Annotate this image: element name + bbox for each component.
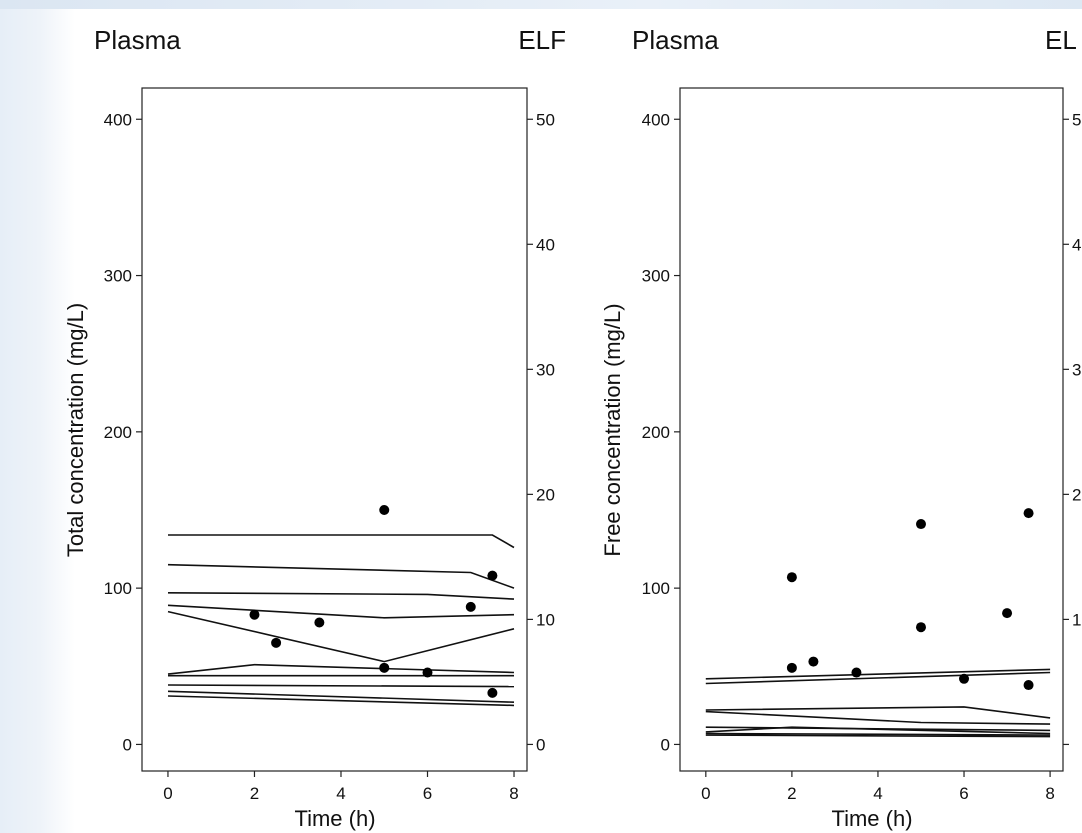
panel-2-data-point (915, 519, 926, 530)
panel-1-right-tick-label: 30 (536, 360, 555, 379)
panel-1-series-line-8 (167, 684, 515, 688)
panel-2-x-tick-label: 2 (787, 784, 796, 803)
panel-1-y-tick-label: 100 (104, 579, 132, 598)
panel-1-header-left: Plasma (94, 25, 181, 55)
panel-1-data-point (314, 617, 325, 628)
panel-1-x-tick-label: 0 (163, 784, 172, 803)
panel-1-right-tick-label: 20 (536, 485, 555, 504)
panel-2-x-tick-label: 4 (873, 784, 882, 803)
panel-2-x-tick-label: 6 (959, 784, 968, 803)
panel-2-y-tick-label: 100 (642, 579, 670, 598)
panel-2-header-left: Plasma (632, 25, 719, 55)
panel-1-data-point (422, 667, 433, 678)
panel-1-data-point (487, 570, 498, 581)
panel-1-series-line-6 (167, 663, 515, 675)
panel-2-data-point (786, 572, 797, 583)
panel-2-data-point (851, 667, 862, 678)
panel-2-series-line-7 (705, 732, 1051, 736)
panel-1-x-tick-label: 8 (509, 784, 518, 803)
panel-2-data-point (1002, 608, 1013, 619)
panel-2-x-tick-label: 8 (1045, 784, 1054, 803)
panel-2-y-tick-label: 0 (661, 735, 670, 754)
panel-1-data-point (379, 504, 390, 515)
panel-2-x-axis-label: Time (h) (831, 806, 912, 831)
panel-2-y-axis-label: Free concentration (mg/L) (600, 303, 625, 556)
panel-1-y-tick-label: 300 (104, 267, 132, 286)
top-band (0, 0, 1082, 9)
panel-2-header-right: EL (1045, 25, 1077, 55)
panel-1-data-point (249, 609, 260, 620)
panel-2-series-line-2 (705, 671, 1051, 685)
panel-1-series-line-4 (167, 604, 515, 619)
panel-1-right-tick-label: 40 (536, 235, 555, 254)
panel-2-right-tick-label: 3 (1072, 360, 1081, 379)
panel-1-data-point (465, 601, 476, 612)
panel-2-series-line-6 (705, 726, 1051, 735)
panel-1-y-axis-label: Total concentration (mg/L) (63, 303, 88, 557)
panel-2-data-point (786, 662, 797, 673)
panel-1-x-tick-label: 4 (336, 784, 345, 803)
panel-1-series-line-9 (167, 690, 515, 703)
panel-1-series-line-1 (168, 534, 515, 549)
panel-1-plot-frame (141, 87, 528, 772)
panel-2-y-tick-label: 200 (642, 423, 670, 442)
panel-1-right-tick-label: 50 (536, 110, 555, 129)
panel-1-data-point (487, 687, 498, 698)
panel-1-series-line-3 (167, 592, 515, 600)
panel-2-right-tick-label: 2 (1072, 485, 1081, 504)
panel-1-header-right: ELF (518, 25, 566, 55)
panel-1-data-point (379, 662, 390, 673)
panel-1-series-line-5 (167, 610, 515, 663)
panel-2-data-point (915, 622, 926, 633)
panel-2-x-tick-label: 0 (701, 784, 710, 803)
panel-2-series-line-3 (705, 706, 1051, 719)
panel-2-series-line-1 (705, 668, 1051, 680)
panel-1-x-tick-label: 6 (423, 784, 432, 803)
panel-2-right-tick-label: 5 (1072, 110, 1081, 129)
panel-1-y-tick-label: 400 (104, 110, 132, 129)
panel-2-data-point (1023, 680, 1034, 691)
panel-2-data-point (959, 673, 970, 684)
panel-2-y-tick-label: 400 (642, 110, 670, 129)
panel-1-x-tick-label: 2 (250, 784, 259, 803)
panel-2-plot-frame (679, 87, 1064, 772)
panel-1-series-line-2 (167, 563, 515, 589)
panel-2-y-tick-label: 300 (642, 267, 670, 286)
panel-1-y-tick-label: 0 (123, 735, 132, 754)
panel-2-right-tick-label: 4 (1072, 235, 1081, 254)
panel-1-x-axis-label: Time (h) (294, 806, 375, 831)
panel-2-data-point (808, 656, 819, 667)
panel-1-series-line-10 (167, 695, 515, 707)
panel-1-right-tick-label: 0 (536, 735, 545, 754)
panel-2-series-line-8 (705, 734, 1051, 738)
panel-2-data-point (1023, 508, 1034, 519)
panel-1-y-tick-label: 200 (104, 423, 132, 442)
panel-2-series-line-4 (705, 710, 1051, 725)
panel-2-right-tick-label: 1 (1072, 610, 1081, 629)
panel-1-right-tick-label: 10 (536, 610, 555, 629)
panel-1-data-point (271, 637, 282, 648)
